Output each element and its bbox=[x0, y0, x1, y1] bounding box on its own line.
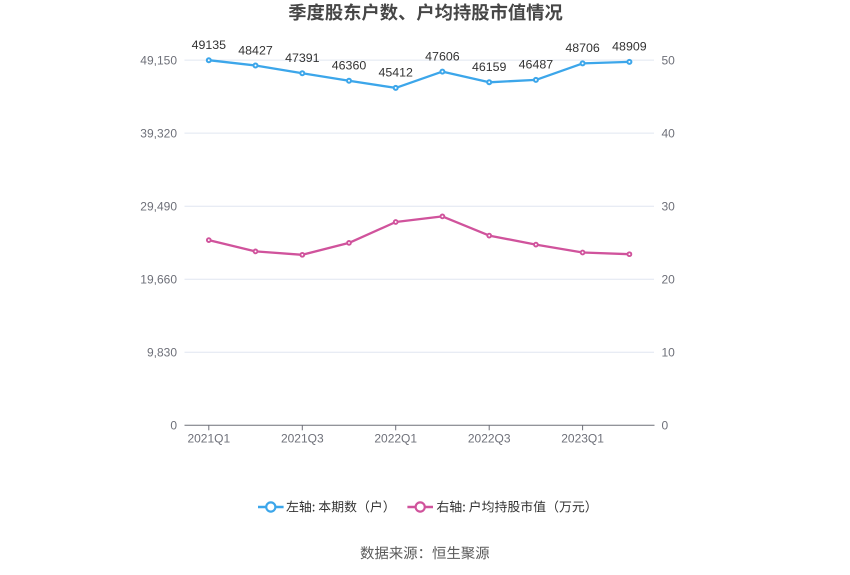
svg-text:48706: 48706 bbox=[565, 41, 600, 55]
svg-text:10: 10 bbox=[662, 346, 676, 360]
svg-text:40: 40 bbox=[662, 126, 676, 140]
svg-text:29,490: 29,490 bbox=[140, 199, 177, 213]
svg-text:49,150: 49,150 bbox=[140, 53, 177, 67]
svg-text:0: 0 bbox=[662, 419, 669, 433]
svg-text:2021Q1: 2021Q1 bbox=[187, 431, 230, 445]
svg-text:47391: 47391 bbox=[285, 51, 320, 65]
svg-text:45412: 45412 bbox=[378, 66, 413, 80]
svg-text:2022Q3: 2022Q3 bbox=[468, 431, 511, 445]
svg-text:39,320: 39,320 bbox=[140, 126, 177, 140]
svg-text:46360: 46360 bbox=[332, 59, 367, 73]
svg-text:9,830: 9,830 bbox=[147, 346, 177, 360]
svg-text:2022Q1: 2022Q1 bbox=[374, 431, 417, 445]
svg-text:2023Q1: 2023Q1 bbox=[561, 431, 604, 445]
svg-text:47606: 47606 bbox=[425, 49, 460, 63]
svg-text:2021Q3: 2021Q3 bbox=[281, 431, 324, 445]
svg-text:48427: 48427 bbox=[238, 43, 273, 57]
svg-text:46487: 46487 bbox=[519, 58, 554, 72]
svg-text:30: 30 bbox=[662, 199, 676, 213]
svg-text:48909: 48909 bbox=[612, 40, 647, 54]
svg-text:20: 20 bbox=[662, 272, 676, 286]
svg-text:46159: 46159 bbox=[472, 60, 507, 74]
svg-text:50: 50 bbox=[662, 53, 676, 67]
svg-text:0: 0 bbox=[170, 419, 177, 433]
svg-text:49135: 49135 bbox=[192, 38, 227, 52]
svg-text:19,660: 19,660 bbox=[140, 272, 177, 286]
